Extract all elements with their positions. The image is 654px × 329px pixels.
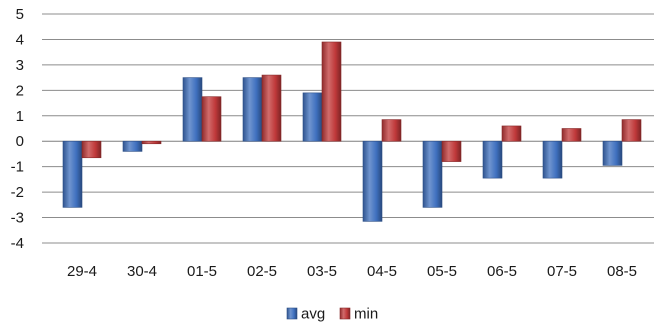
y-tick-label: -3 (11, 210, 24, 227)
y-axis-tick-labels: -4 -3 -2 -1 0 1 2 3 4 5 (11, 6, 24, 252)
x-tick-label: 30-4 (127, 263, 157, 280)
bar-avg-01-5 (182, 77, 203, 142)
bar-avg-04-5 (362, 140, 383, 222)
bar-min-04-5 (381, 119, 402, 142)
x-tick-label: 04-5 (367, 263, 397, 280)
x-axis-tick-labels: 29-4 30-4 01-5 02-5 03-5 04-5 05-5 06-5 07-5 08-5 (67, 263, 637, 280)
legend: avg min (286, 306, 378, 323)
bar-min-02-5 (261, 74, 282, 142)
x-tick-label: 03-5 (307, 263, 337, 280)
bar-avg-02-5 (242, 77, 263, 142)
bar-avg-07-5 (542, 140, 563, 179)
legend-label-min: min (354, 306, 378, 323)
gridlines (42, 13, 654, 244)
y-tick-label: 2 (16, 82, 24, 99)
x-tick-label: 06-5 (487, 263, 517, 280)
bar-avg-29-4 (62, 140, 83, 208)
x-tick-label: 01-5 (187, 263, 217, 280)
y-tick-label: 3 (16, 57, 24, 74)
y-tick-label: 1 (16, 108, 24, 125)
bar-min-05-5 (441, 140, 462, 162)
bar-min-07-5 (561, 128, 582, 142)
bars (62, 41, 642, 222)
x-tick-label: 29-4 (67, 263, 97, 280)
y-tick-label: 5 (16, 6, 24, 23)
y-tick-label: 0 (16, 133, 24, 150)
bar-min-01-5 (201, 96, 222, 142)
y-tick-label: -2 (11, 184, 24, 201)
legend-label-avg: avg (301, 306, 325, 323)
y-tick-label: 4 (16, 31, 24, 48)
bar-min-30-4 (141, 140, 162, 145)
bar-min-03-5 (321, 41, 342, 142)
x-tick-label: 02-5 (247, 263, 277, 280)
bar-min-08-5 (621, 119, 642, 142)
x-tick-label: 05-5 (427, 263, 457, 280)
x-tick-label: 07-5 (547, 263, 577, 280)
x-tick-label: 08-5 (607, 263, 637, 280)
bar-min-29-4 (81, 140, 102, 159)
y-tick-label: -1 (11, 159, 24, 176)
bar-avg-06-5 (482, 140, 503, 179)
bar-avg-05-5 (422, 140, 443, 208)
bar-avg-08-5 (602, 140, 623, 166)
bar-avg-03-5 (302, 92, 323, 142)
legend-swatch-min (339, 307, 351, 320)
y-tick-label: -4 (11, 235, 24, 252)
bar-avg-30-4 (122, 140, 143, 152)
legend-swatch-avg (286, 307, 298, 320)
bar-min-06-5 (501, 125, 522, 142)
